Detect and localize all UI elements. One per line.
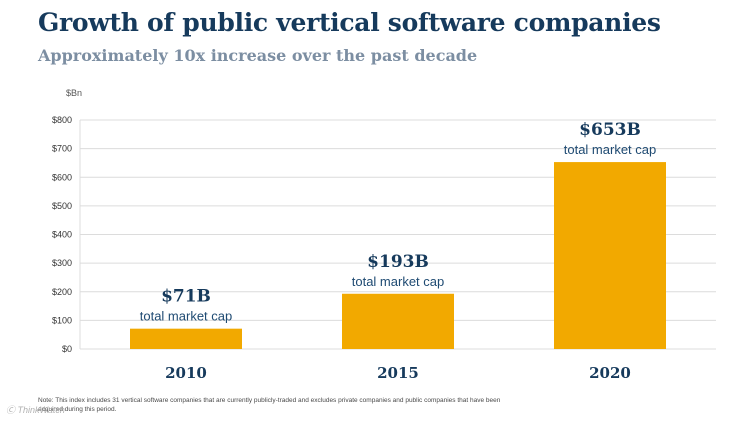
- bar-2015: [342, 293, 454, 349]
- footnote: Note: This index includes 31 vertical so…: [38, 397, 501, 413]
- y-tick-label: $500: [52, 201, 72, 211]
- y-tick-label: $600: [52, 172, 72, 182]
- bar-sublabel: total market cap: [564, 142, 657, 157]
- y-tick-label: $400: [52, 230, 72, 240]
- bar-value-label: $193B: [367, 252, 429, 272]
- x-axis-ticks: 2010 2015 2020: [165, 364, 631, 382]
- bar-sublabel: total market cap: [140, 309, 233, 324]
- watermark: Ⓒ ThinkWatch: [6, 405, 65, 415]
- y-tick-label: $700: [52, 144, 72, 154]
- bar-value-label: $653B: [579, 120, 641, 140]
- y-tick-label: $100: [52, 315, 72, 325]
- chart-subtitle: Approximately 10x increase over the past…: [38, 46, 478, 65]
- bar-sublabel: total market cap: [352, 274, 445, 289]
- chart-title: Growth of public vertical software compa…: [38, 8, 661, 37]
- bar-2020: [554, 162, 666, 349]
- bar-labels: $71B total market cap $193B total market ca…: [140, 120, 657, 324]
- y-tick-label: $300: [52, 258, 72, 268]
- y-axis-ticks: $800 $700 $600 $500 $400 $300 $200 $100 $0: [52, 115, 72, 354]
- y-tick-label: $800: [52, 115, 72, 125]
- y-tick-label: $0: [62, 344, 72, 354]
- bars: [130, 162, 666, 349]
- x-tick-label: 2010: [165, 364, 207, 382]
- bar-2010: [130, 328, 242, 349]
- x-tick-label: 2015: [377, 364, 419, 382]
- x-tick-label: 2020: [589, 364, 631, 382]
- bar-value-label: $71B: [161, 287, 211, 307]
- y-tick-label: $200: [52, 287, 72, 297]
- y-unit-label: $Bn: [66, 88, 82, 98]
